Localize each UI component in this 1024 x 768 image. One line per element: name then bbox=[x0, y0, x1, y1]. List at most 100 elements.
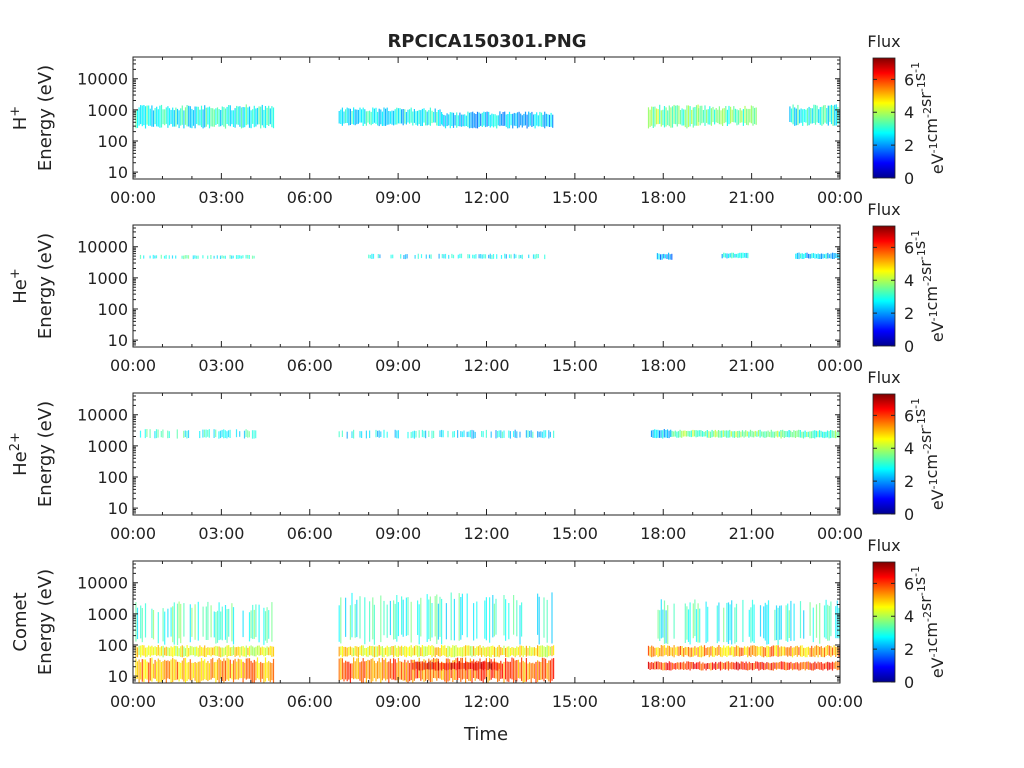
y-tick-label: 10 bbox=[108, 499, 128, 518]
colorbar-tick-label: 6 bbox=[904, 238, 914, 257]
unit-exponent: -2 bbox=[921, 443, 934, 454]
unit-exponent: -1 bbox=[927, 142, 940, 153]
plot-frame bbox=[132, 224, 841, 348]
y-tick-label: 10 bbox=[108, 331, 128, 350]
x-tick-label: 15:00 bbox=[552, 356, 598, 375]
y-tick-label: 10000 bbox=[77, 238, 128, 257]
y-tick-label: 100 bbox=[97, 132, 128, 151]
x-tick-label: 00:00 bbox=[110, 356, 156, 375]
colorbar-tick-label: 0 bbox=[904, 673, 914, 692]
x-tick-label: 12:00 bbox=[463, 692, 509, 711]
x-tick-label: 21:00 bbox=[729, 524, 775, 543]
unit-exponent: -1 bbox=[909, 398, 922, 409]
y-axis-label: Energy (eV) bbox=[35, 233, 56, 339]
x-tick-label: 21:00 bbox=[729, 356, 775, 375]
x-tick-label: 09:00 bbox=[375, 356, 421, 375]
x-tick-label: 06:00 bbox=[287, 356, 333, 375]
x-tick-label: 00:00 bbox=[110, 692, 156, 711]
panel-4: 10 100 1000 10000 00:00 03:00 06:00 09:00 12:00 1… bbox=[10, 536, 947, 711]
colorbar-tick-label: 2 bbox=[904, 640, 914, 659]
species-name: He bbox=[10, 279, 31, 304]
unit-base: sr bbox=[916, 260, 935, 275]
species-label: H+ bbox=[8, 106, 31, 130]
unit-exponent: -1 bbox=[915, 585, 928, 596]
unit-base: sr bbox=[916, 92, 935, 107]
y-tick-label: 100 bbox=[97, 300, 128, 319]
x-tick-label: 06:00 bbox=[287, 524, 333, 543]
y-tick-label: 1000 bbox=[87, 605, 128, 624]
unit-base: cm bbox=[922, 622, 941, 646]
x-tick-label: 06:00 bbox=[287, 692, 333, 711]
unit-exponent: -2 bbox=[921, 611, 934, 622]
species-name: H bbox=[10, 117, 31, 131]
species-name: He bbox=[10, 451, 31, 476]
colorbar bbox=[872, 57, 896, 179]
x-tick-label: 00:00 bbox=[817, 188, 863, 207]
colorbar-tick-label: 4 bbox=[904, 103, 914, 122]
x-tick-label: 00:00 bbox=[110, 524, 156, 543]
colorbar-label: Flux bbox=[867, 536, 900, 555]
y-axis-label: Energy (eV) bbox=[35, 569, 56, 675]
colorbar-tick-label: 0 bbox=[904, 337, 914, 356]
x-tick-label: 00:00 bbox=[110, 188, 156, 207]
y-axis-label: Energy (eV) bbox=[35, 65, 56, 171]
species-charge: 2+ bbox=[8, 432, 23, 451]
y-tick-label: 10 bbox=[108, 163, 128, 182]
colorbar-tick-label: 0 bbox=[904, 169, 914, 188]
unit-base: eV bbox=[928, 657, 947, 678]
x-tick-label: 03:00 bbox=[198, 188, 244, 207]
flux-data bbox=[139, 429, 840, 439]
y-tick-label: 100 bbox=[97, 636, 128, 655]
x-tick-label: 03:00 bbox=[198, 356, 244, 375]
flux-data bbox=[135, 592, 840, 683]
unit-base: s bbox=[910, 241, 929, 249]
unit-base: eV bbox=[928, 153, 947, 174]
colorbar-tick-label: 4 bbox=[904, 439, 914, 458]
unit-exponent: -2 bbox=[921, 275, 934, 286]
unit-base: cm bbox=[922, 454, 941, 478]
unit-base: cm bbox=[922, 286, 941, 310]
y-tick-label: 1000 bbox=[87, 437, 128, 456]
colorbar-tick-label: 6 bbox=[904, 70, 914, 89]
unit-base: s bbox=[910, 409, 929, 417]
colorbar-tick-label: 2 bbox=[904, 136, 914, 155]
colorbar bbox=[872, 561, 896, 683]
y-tick-label: 10 bbox=[108, 667, 128, 686]
figure-title: RPCICA150301.PNG bbox=[387, 31, 587, 52]
x-tick-label: 00:00 bbox=[817, 524, 863, 543]
y-tick-label: 10000 bbox=[77, 406, 128, 425]
colorbar-unit: eV-1cm-2sr-1s-1 bbox=[909, 398, 947, 510]
unit-exponent: -1 bbox=[927, 310, 940, 321]
x-tick-label: 09:00 bbox=[375, 692, 421, 711]
colorbar-tick-label: 2 bbox=[904, 472, 914, 491]
unit-exponent: -1 bbox=[909, 62, 922, 73]
unit-base: s bbox=[910, 73, 929, 81]
x-tick-label: 00:00 bbox=[817, 692, 863, 711]
y-axis-label: Energy (eV) bbox=[35, 401, 56, 507]
unit-base: sr bbox=[916, 428, 935, 443]
unit-base: eV bbox=[928, 489, 947, 510]
x-tick-label: 18:00 bbox=[640, 188, 686, 207]
x-tick-label: 03:00 bbox=[198, 524, 244, 543]
colorbar-label: Flux bbox=[867, 32, 900, 51]
colorbar bbox=[872, 225, 896, 347]
species-charge: + bbox=[8, 106, 23, 117]
species-label: Comet bbox=[10, 592, 31, 651]
colorbar-unit: eV-1cm-2sr-1s-1 bbox=[909, 62, 947, 174]
x-tick-label: 12:00 bbox=[463, 524, 509, 543]
x-tick-label: 15:00 bbox=[552, 692, 598, 711]
x-axis-label: Time bbox=[463, 724, 508, 745]
colorbar-tick-label: 4 bbox=[904, 607, 914, 626]
colorbar-tick-label: 2 bbox=[904, 304, 914, 323]
y-tick-label: 1000 bbox=[87, 269, 128, 288]
colorbar bbox=[872, 393, 896, 515]
unit-exponent: -1 bbox=[927, 646, 940, 657]
x-tick-label: 09:00 bbox=[375, 524, 421, 543]
colorbar-unit: eV-1cm-2sr-1s-1 bbox=[909, 230, 947, 342]
colorbar-tick-label: 4 bbox=[904, 271, 914, 290]
y-tick-label: 100 bbox=[97, 468, 128, 487]
flux-data bbox=[139, 252, 840, 260]
panel-1: 10 100 1000 10000 00:00 03:00 06:00 09:00 12:00 1… bbox=[8, 32, 947, 207]
x-tick-label: 15:00 bbox=[552, 524, 598, 543]
unit-exponent: -1 bbox=[915, 249, 928, 260]
